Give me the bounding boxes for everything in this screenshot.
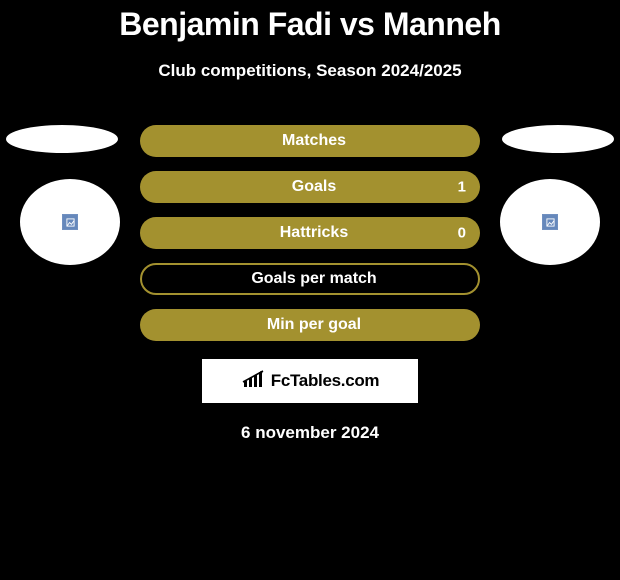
stat-bar: Matches bbox=[140, 125, 480, 157]
player-avatar-right bbox=[500, 179, 600, 265]
page-subtitle: Club competitions, Season 2024/2025 bbox=[0, 61, 620, 81]
stat-bar: Min per goal bbox=[140, 309, 480, 341]
stat-bar: Hattricks 0 bbox=[140, 217, 480, 249]
footer-date: 6 november 2024 bbox=[0, 423, 620, 443]
stat-bar-label: Hattricks bbox=[272, 224, 348, 242]
player-avatar-left bbox=[20, 179, 120, 265]
club-shape-left bbox=[6, 125, 118, 153]
club-shape-right bbox=[502, 125, 614, 153]
branding-text: FcTables.com bbox=[271, 371, 380, 391]
comparison-bars: Matches Goals 1 Hattricks 0 Goals per match Mi… bbox=[140, 125, 480, 341]
stat-bar: Goals 1 bbox=[140, 171, 480, 203]
stat-bar: Goals per match bbox=[140, 263, 480, 295]
stat-value-right: 0 bbox=[458, 225, 466, 242]
stat-bar-label: Min per goal bbox=[259, 316, 361, 334]
branding-badge: FcTables.com bbox=[202, 359, 418, 403]
stat-bar-label: Goals per match bbox=[243, 270, 376, 288]
comparison-content: Matches Goals 1 Hattricks 0 Goals per match Mi… bbox=[0, 125, 620, 443]
stat-bar-label: Matches bbox=[274, 132, 346, 150]
player-placeholder-icon bbox=[542, 214, 558, 230]
stat-value-right: 1 bbox=[458, 179, 466, 196]
page-title: Benjamin Fadi vs Manneh bbox=[0, 0, 620, 43]
stat-bar-label: Goals bbox=[284, 178, 336, 196]
branding-chart-icon bbox=[241, 370, 267, 393]
player-placeholder-icon bbox=[62, 214, 78, 230]
